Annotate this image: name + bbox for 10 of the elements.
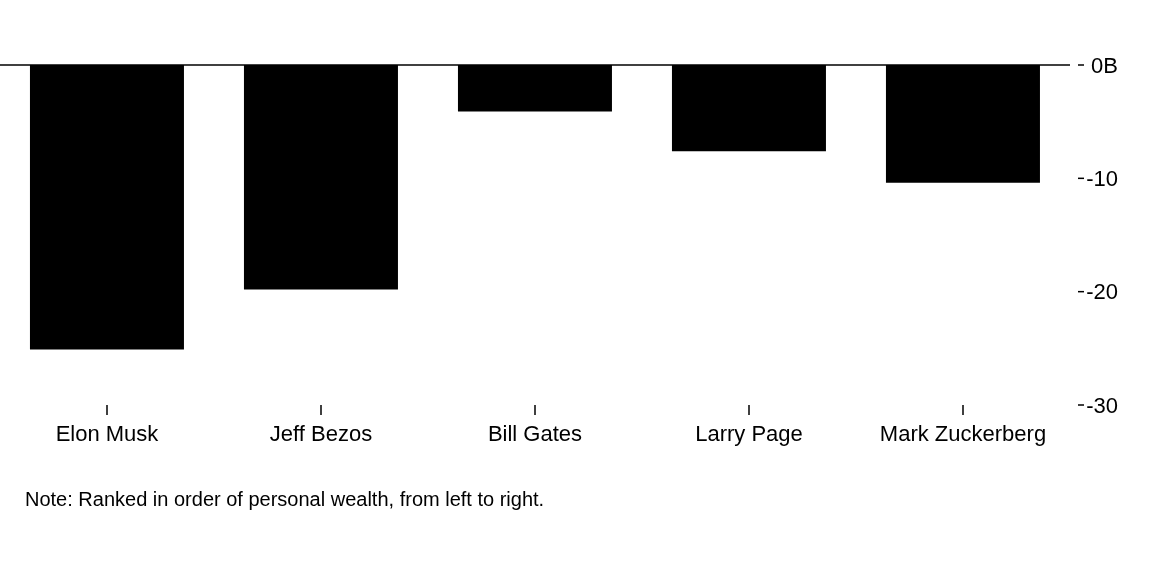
- y-tick-label: -30: [1086, 392, 1118, 418]
- x-tick-label: Jeff Bezos: [269, 420, 373, 446]
- x-tick-label: Mark Zuckerberg: [879, 420, 1047, 446]
- text: Note: Ranked in order of personal wealth, from left to right.: [25, 487, 546, 512]
- x-tick-label: Larry Page: [695, 420, 803, 446]
- x-tick-label: Bill Gates: [487, 420, 583, 446]
- y-tick-label: -20: [1086, 279, 1118, 305]
- y-tick-label: -10: [1086, 165, 1118, 191]
- y-tick-label: 0B: [1091, 52, 1118, 78]
- x-tick-label: Elon Musk: [55, 420, 160, 446]
